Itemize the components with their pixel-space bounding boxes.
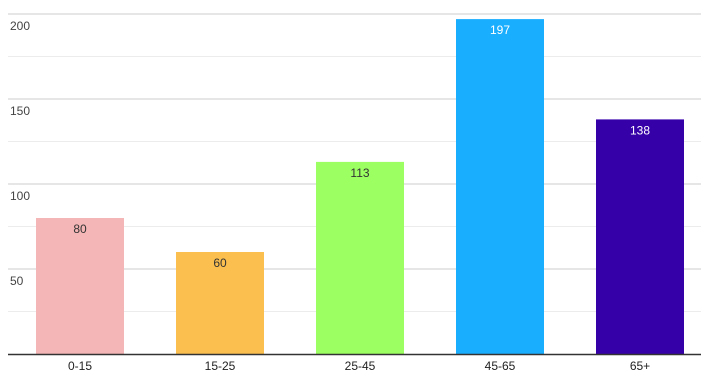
bar-0-15 xyxy=(36,218,124,354)
y-tick-label: 200 xyxy=(10,19,30,33)
data-labels: 80 60 113 197 138 xyxy=(73,23,650,270)
data-label-15-25: 60 xyxy=(213,256,227,270)
bar-15-25 xyxy=(176,252,264,354)
data-label-0-15: 80 xyxy=(73,222,87,236)
data-label-45-65: 197 xyxy=(490,23,510,37)
y-axis-tick-labels: 50 100 150 200 xyxy=(10,19,30,288)
y-tick-label: 150 xyxy=(10,104,30,118)
bar-25-45 xyxy=(316,161,404,354)
bars xyxy=(36,19,684,355)
bar-45-65 xyxy=(456,19,544,354)
data-label-65+: 138 xyxy=(630,123,650,137)
x-tick-label-25-45: 25-45 xyxy=(345,359,376,372)
x-axis-category-labels: 0-15 15-25 25-45 45-65 65+ xyxy=(68,359,650,372)
x-tick-label-45-65: 45-65 xyxy=(485,359,516,372)
x-tick-label-65+: 65+ xyxy=(630,359,650,372)
x-tick-label-15-25: 15-25 xyxy=(205,359,236,372)
bar-65+ xyxy=(596,119,684,355)
y-tick-label: 100 xyxy=(10,189,30,203)
y-tick-label: 50 xyxy=(10,274,24,288)
data-label-25-45: 113 xyxy=(350,166,369,180)
x-tick-label-0-15: 0-15 xyxy=(68,359,92,372)
